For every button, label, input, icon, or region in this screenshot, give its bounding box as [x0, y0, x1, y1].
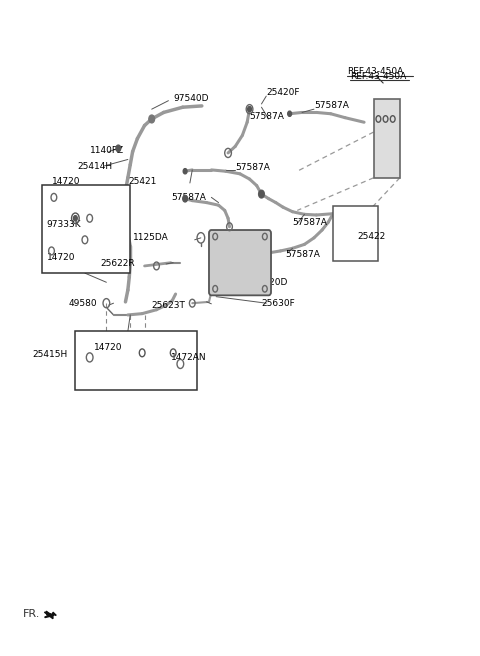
Text: 49580: 49580 — [68, 298, 97, 308]
Circle shape — [116, 145, 120, 152]
Text: 25620D: 25620D — [252, 277, 288, 287]
Text: 25414H: 25414H — [78, 161, 113, 171]
Text: 25630F: 25630F — [262, 298, 295, 308]
Text: 97333K: 97333K — [47, 220, 81, 230]
Bar — [333, 206, 378, 261]
Circle shape — [183, 195, 188, 202]
Text: 14720: 14720 — [95, 343, 123, 352]
Circle shape — [259, 191, 264, 197]
Text: 57587A: 57587A — [314, 102, 349, 110]
Text: FR.: FR. — [23, 609, 40, 619]
Polygon shape — [44, 612, 56, 619]
Bar — [42, 185, 130, 273]
Circle shape — [288, 111, 291, 116]
Text: 1472AN: 1472AN — [171, 353, 206, 362]
Text: 25622R: 25622R — [100, 260, 135, 268]
Text: 57587A: 57587A — [292, 218, 327, 227]
Text: 1140FZ: 1140FZ — [90, 146, 124, 155]
Text: 57587A: 57587A — [250, 112, 285, 121]
Text: REF.43-450A: REF.43-450A — [350, 72, 406, 81]
Text: 57587A: 57587A — [172, 193, 206, 202]
Text: REF.43-450A: REF.43-450A — [348, 68, 404, 77]
Text: 25422: 25422 — [357, 232, 385, 241]
Text: 25415H: 25415H — [33, 350, 68, 359]
Circle shape — [149, 115, 155, 123]
Text: 14720: 14720 — [47, 253, 75, 262]
Bar — [373, 99, 400, 178]
Text: 57587A: 57587A — [285, 250, 320, 258]
Text: 25420F: 25420F — [266, 89, 300, 97]
Text: 1125DA: 1125DA — [132, 234, 168, 242]
FancyBboxPatch shape — [209, 230, 271, 295]
Text: 97540D: 97540D — [173, 94, 209, 102]
Text: 14720: 14720 — [51, 176, 80, 186]
Circle shape — [248, 106, 252, 112]
Text: 25623T: 25623T — [151, 300, 185, 310]
Text: 25421: 25421 — [128, 177, 156, 186]
Bar — [75, 331, 197, 390]
Text: 57587A: 57587A — [235, 163, 270, 173]
Circle shape — [183, 169, 187, 174]
Circle shape — [73, 216, 77, 221]
